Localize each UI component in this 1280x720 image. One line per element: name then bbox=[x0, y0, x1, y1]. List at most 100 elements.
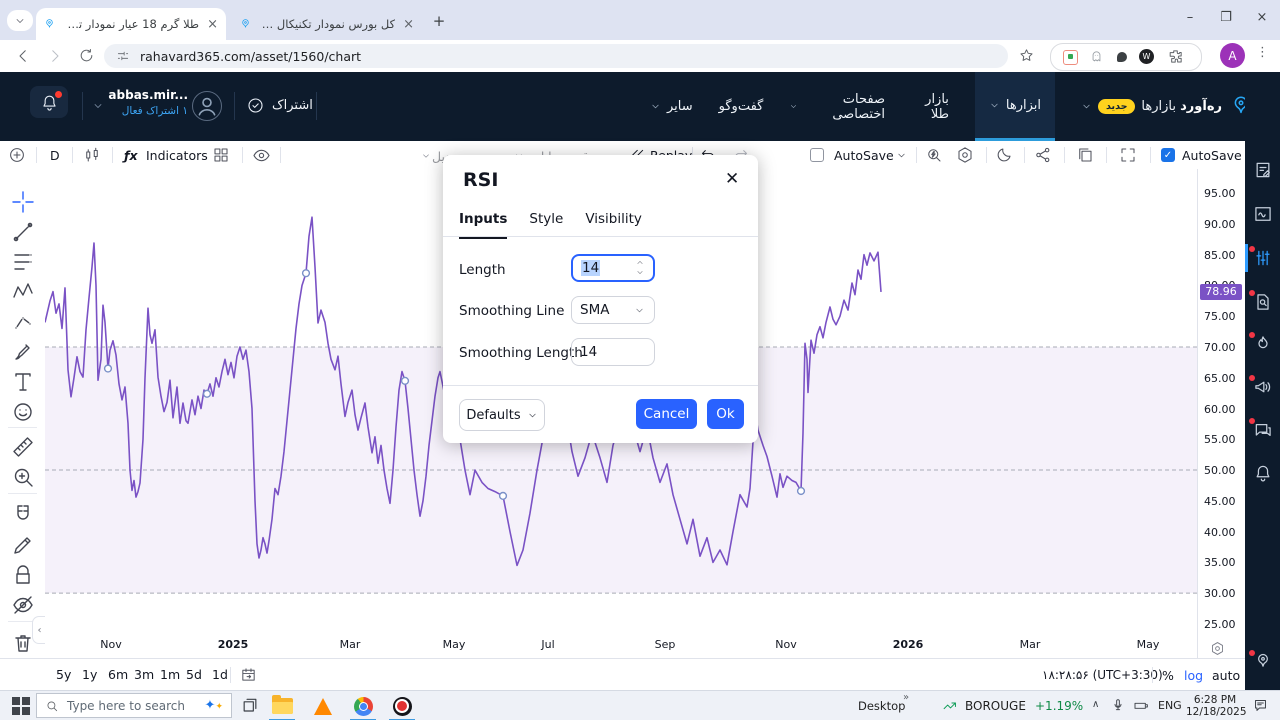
extension-w-icon[interactable]: W bbox=[1139, 49, 1154, 64]
alerts-bell-icon[interactable] bbox=[1253, 463, 1273, 483]
smoothing-line-select[interactable]: SMA bbox=[571, 296, 655, 324]
tray-expand-chevron[interactable]: ∧ bbox=[1092, 699, 1100, 710]
goto-date-calendar-icon[interactable] bbox=[240, 666, 257, 683]
range-button-6m[interactable]: 6m bbox=[108, 667, 129, 682]
user-menu-chevron-icon[interactable] bbox=[92, 100, 104, 112]
window-close-button[interactable]: × bbox=[1256, 9, 1268, 25]
brush-icon[interactable] bbox=[11, 340, 35, 364]
autosave-label-left[interactable]: AutoSave bbox=[834, 148, 894, 163]
text-tool-icon[interactable] bbox=[11, 370, 35, 394]
chat-icon[interactable] bbox=[1253, 420, 1273, 440]
indicators-button[interactable]: Indicators bbox=[146, 148, 208, 163]
range-button-3m[interactable]: 3m bbox=[134, 667, 155, 682]
forward-icon[interactable] bbox=[46, 47, 64, 65]
user-block[interactable]: abbas.mir... ۱ اشتراک فعال bbox=[108, 88, 188, 117]
browser-tab[interactable]: طلا گرم 18 عیار نمودار تکنیکال | ره × bbox=[36, 8, 226, 40]
trend-line-icon[interactable] bbox=[11, 220, 35, 244]
chart-panel-icon[interactable] bbox=[1253, 204, 1273, 224]
stepper-down-icon[interactable] bbox=[635, 268, 645, 277]
file-explorer-icon[interactable] bbox=[270, 694, 294, 718]
percent-scale-button[interactable]: % bbox=[1162, 668, 1174, 683]
quick-search-icon[interactable] bbox=[925, 146, 943, 164]
autosave-checkbox-left[interactable] bbox=[810, 148, 824, 162]
watchlist-eye-icon[interactable] bbox=[252, 146, 271, 165]
fx-icon[interactable]: ƒx bbox=[124, 148, 138, 163]
taskbar-search-box[interactable]: Type here to search ✦✦ bbox=[36, 693, 232, 718]
remove-drawings-icon[interactable] bbox=[11, 631, 35, 655]
obs-icon[interactable] bbox=[390, 694, 414, 718]
vlc-icon[interactable] bbox=[311, 694, 335, 718]
dark-mode-moon-icon[interactable] bbox=[995, 146, 1013, 164]
window-restore-button[interactable]: ❐ bbox=[1220, 9, 1232, 25]
url-bar[interactable]: rahavard365.com/asset/1560/chart bbox=[104, 44, 1008, 68]
subscription-seal-icon[interactable] bbox=[246, 96, 265, 115]
forecast-icon[interactable] bbox=[11, 310, 35, 334]
share-icon[interactable] bbox=[1034, 146, 1052, 164]
bookmark-star-icon[interactable] bbox=[1018, 47, 1035, 64]
collapse-toolbar-handle[interactable]: ‹ bbox=[32, 616, 46, 644]
add-symbol-icon[interactable] bbox=[8, 146, 26, 164]
dialog-tab-visibility[interactable]: Visibility bbox=[585, 211, 642, 227]
profile-avatar[interactable]: A bbox=[1220, 43, 1245, 68]
dialog-tab-style[interactable]: Style bbox=[529, 211, 564, 227]
range-button-1d[interactable]: 1d bbox=[212, 667, 228, 682]
layout-grid-icon[interactable] bbox=[212, 146, 230, 164]
hot-list-icon[interactable] bbox=[1253, 334, 1273, 354]
nav-item[interactable]: گفت‌وگو bbox=[719, 72, 764, 141]
nav-item[interactable]: صفحات اختصاصی bbox=[789, 72, 885, 141]
hide-drawings-icon[interactable] bbox=[11, 593, 35, 617]
autosave-chevron-icon[interactable] bbox=[896, 150, 907, 161]
settings-hex-icon[interactable] bbox=[956, 146, 974, 164]
user-avatar-icon[interactable] bbox=[192, 91, 222, 121]
microphone-tray-icon[interactable] bbox=[1110, 697, 1126, 713]
range-button-5d[interactable]: 5d bbox=[186, 667, 202, 682]
ruler-icon[interactable] bbox=[11, 435, 35, 459]
document-search-icon[interactable] bbox=[1253, 292, 1273, 312]
announcements-icon[interactable] bbox=[1253, 377, 1273, 397]
language-indicator[interactable]: ENG bbox=[1158, 699, 1182, 712]
subscribe-link[interactable]: اشتراک bbox=[272, 98, 313, 113]
nav-item[interactable]: بازار طلا bbox=[911, 72, 949, 141]
ok-button[interactable]: Ok bbox=[707, 399, 744, 429]
site-logo[interactable]: ره‌آورد bbox=[1170, 72, 1254, 141]
copilot-sparkle-icon[interactable]: ✦✦ bbox=[204, 698, 223, 713]
autosave-label-right[interactable]: AutoSave bbox=[1182, 148, 1242, 163]
stepper-up-icon[interactable] bbox=[635, 258, 645, 267]
crosshair-icon[interactable] bbox=[11, 190, 35, 214]
magnet-icon[interactable] bbox=[11, 503, 35, 527]
interval-button[interactable]: D bbox=[50, 148, 60, 163]
clock-tray[interactable]: 6:28 PM 12/18/2025 bbox=[1186, 694, 1247, 718]
browser-tab[interactable]: کل بورس نمودار تکنیکال | ره آورد × bbox=[232, 8, 422, 40]
dialog-close-icon[interactable]: ✕ bbox=[725, 169, 740, 189]
tab-close-icon[interactable]: × bbox=[207, 16, 218, 32]
extensions-puzzle-icon[interactable] bbox=[1167, 48, 1184, 65]
nav-item[interactable]: ابزارها bbox=[974, 72, 1056, 141]
taskbar-overflow-chevron[interactable]: » bbox=[903, 692, 910, 703]
clock[interactable]: ۱۸:۲۸:۵۶ (UTC+3:30) bbox=[1042, 668, 1163, 682]
indicators-sliders-icon[interactable] bbox=[1253, 248, 1273, 268]
site-info-icon[interactable] bbox=[116, 49, 130, 63]
axis-settings-gear-icon[interactable] bbox=[1210, 641, 1225, 656]
chrome-icon[interactable] bbox=[351, 694, 375, 718]
tab-search-button[interactable] bbox=[7, 10, 33, 31]
extension-blob-icon[interactable] bbox=[1117, 52, 1127, 62]
reload-icon[interactable] bbox=[78, 47, 95, 64]
fib-retracement-icon[interactable] bbox=[11, 250, 35, 274]
new-tab-button[interactable]: + bbox=[432, 12, 446, 30]
autosave-checkbox-right[interactable]: ✓ bbox=[1161, 148, 1175, 162]
zoom-in-icon[interactable] bbox=[11, 465, 35, 489]
snapshot-icon[interactable] bbox=[1076, 146, 1094, 164]
extension-shield-icon[interactable] bbox=[1063, 50, 1078, 65]
browser-menu-icon[interactable]: ⋮ bbox=[1256, 45, 1269, 60]
nav-item[interactable]: سایر bbox=[650, 72, 693, 141]
range-button-1y[interactable]: 1y bbox=[82, 667, 98, 682]
ticker-symbol[interactable]: BOROUGE bbox=[965, 699, 1026, 713]
window-minimize-button[interactable]: – bbox=[1186, 9, 1194, 25]
log-scale-button[interactable]: log bbox=[1184, 668, 1204, 683]
smoothing-length-input[interactable]: 14 bbox=[571, 338, 655, 366]
cancel-button[interactable]: Cancel bbox=[636, 399, 697, 429]
start-button-icon[interactable] bbox=[12, 697, 30, 715]
price-axis[interactable]: 95.0090.0085.0080.0075.0070.0065.0060.00… bbox=[1197, 169, 1246, 658]
nav-item[interactable]: بازارها جدید bbox=[1081, 72, 1176, 141]
notifications-button[interactable] bbox=[30, 86, 68, 118]
